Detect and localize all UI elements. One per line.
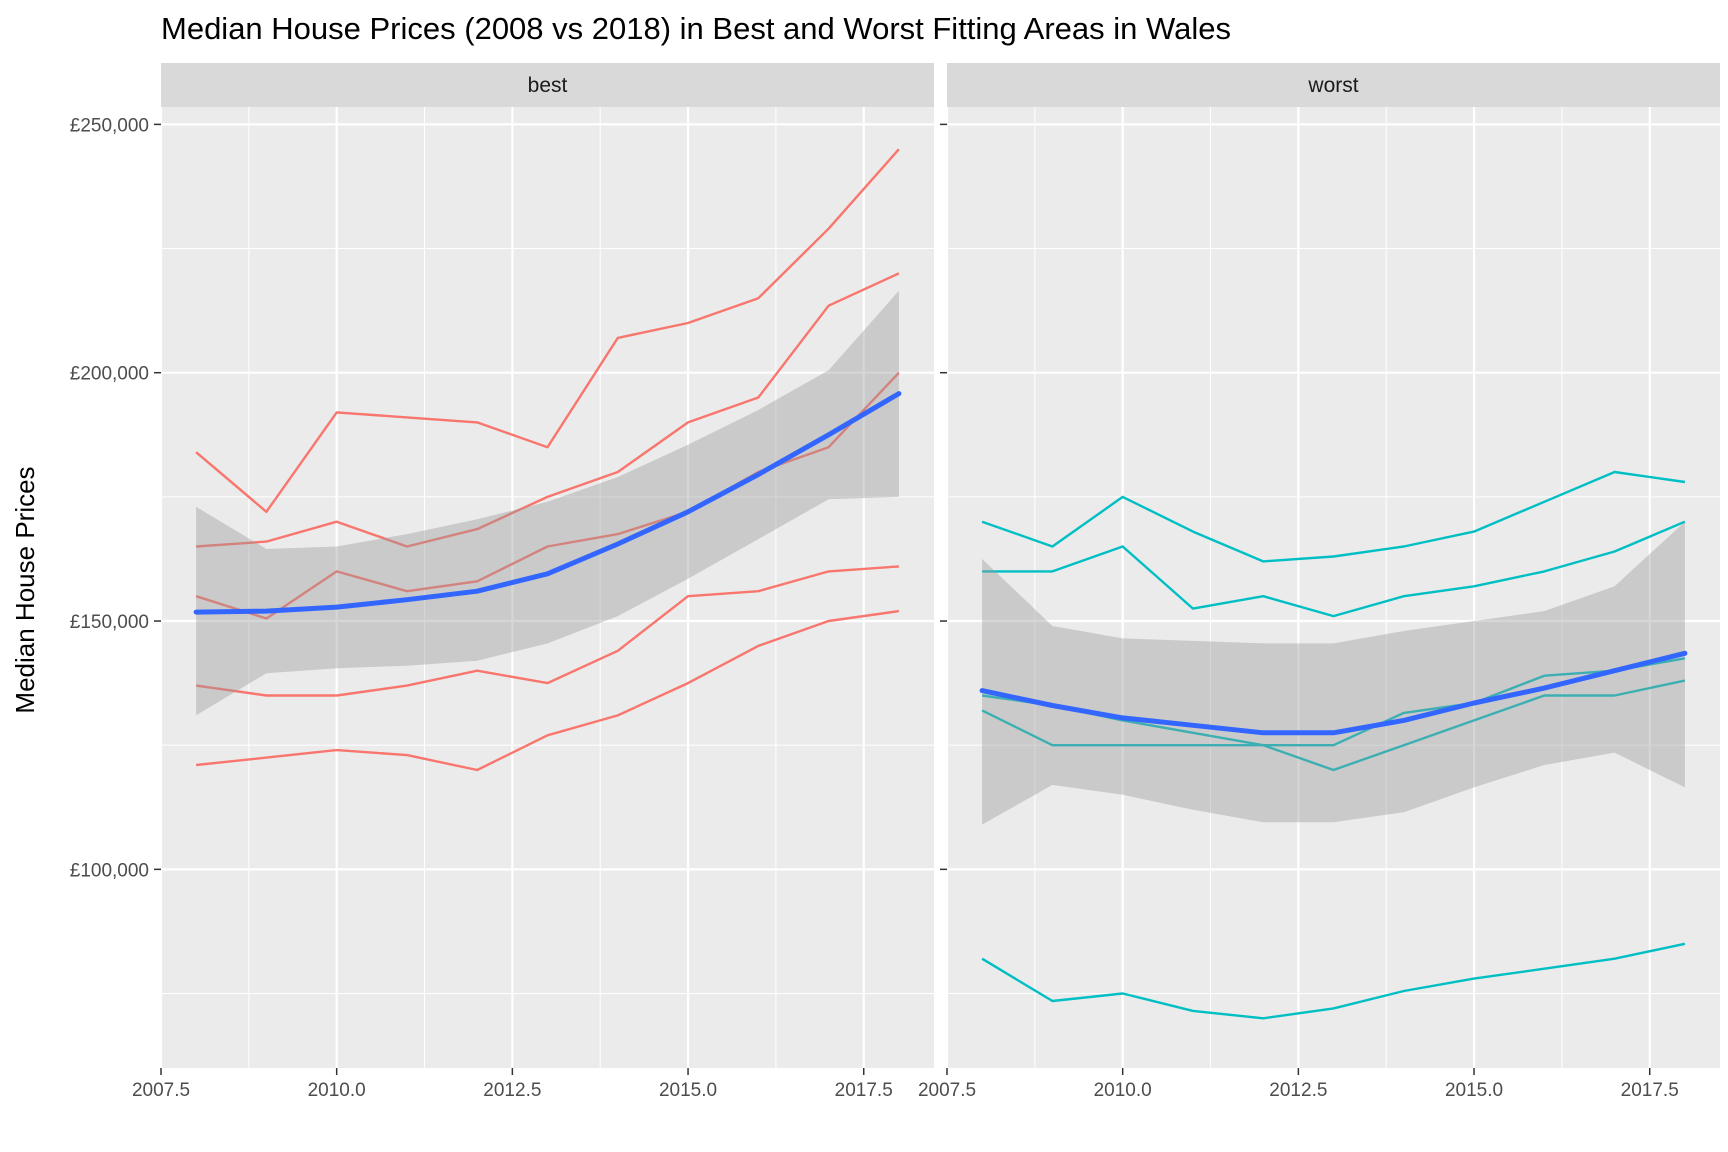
x-tick-label: 2010.0 [308, 1080, 366, 1101]
series-line-1 [981, 470, 1686, 563]
y-tick-label: £150,000 [70, 612, 149, 633]
x-tick-label: 2017.5 [1621, 1080, 1679, 1101]
facet-panel-worst: worst 2007.5 2010.0 2012.5 2015.0 2017.5 [918, 63, 1720, 1101]
panel-background [161, 107, 934, 1068]
x-tick-label: 2007.5 [918, 1080, 976, 1101]
y-tick-label: £250,000 [70, 115, 149, 136]
facet-panels: best 2007.5 2010.0 2012.5 2015.0 2017.5 £100,0… [70, 63, 1720, 1101]
facet-strip-label: best [528, 74, 568, 97]
series-line-4 [195, 565, 899, 697]
y-tick-label: £100,000 [70, 860, 149, 881]
series-line-4 [981, 679, 1686, 772]
smooth-trend-line [979, 650, 1688, 736]
facet-panel-best: best 2007.5 2010.0 2012.5 2015.0 2017.5 £100,0… [70, 63, 934, 1101]
series-line-5 [195, 609, 900, 772]
x-tick-label: 2015.0 [1445, 1080, 1503, 1101]
x-tick-label: 2012.5 [483, 1080, 541, 1101]
y-axis-title: Median House Prices [10, 466, 40, 713]
x-tick-label: 2012.5 [1269, 1080, 1327, 1101]
chart-title: Median House Prices (2008 vs 2018) in Be… [161, 11, 1231, 46]
facet-strip [161, 63, 934, 107]
x-tick-label: 2017.5 [835, 1080, 893, 1101]
x-tick-label: 2007.5 [132, 1080, 190, 1101]
y-tick-label: £200,000 [70, 364, 149, 385]
confidence-ribbon [982, 521, 1685, 825]
x-tick-label: 2010.0 [1094, 1080, 1152, 1101]
series-line-2 [196, 272, 900, 548]
confidence-ribbon [196, 290, 899, 716]
smooth-trend-line [193, 391, 902, 615]
series-line-2 [982, 520, 1686, 618]
panel-background [947, 107, 1720, 1068]
facet-strip-label: worst [1307, 74, 1358, 97]
facet-strip [947, 63, 1720, 107]
x-tick-label: 2015.0 [659, 1080, 717, 1101]
series-line-1 [195, 148, 900, 513]
series-line-5 [981, 942, 1686, 1020]
